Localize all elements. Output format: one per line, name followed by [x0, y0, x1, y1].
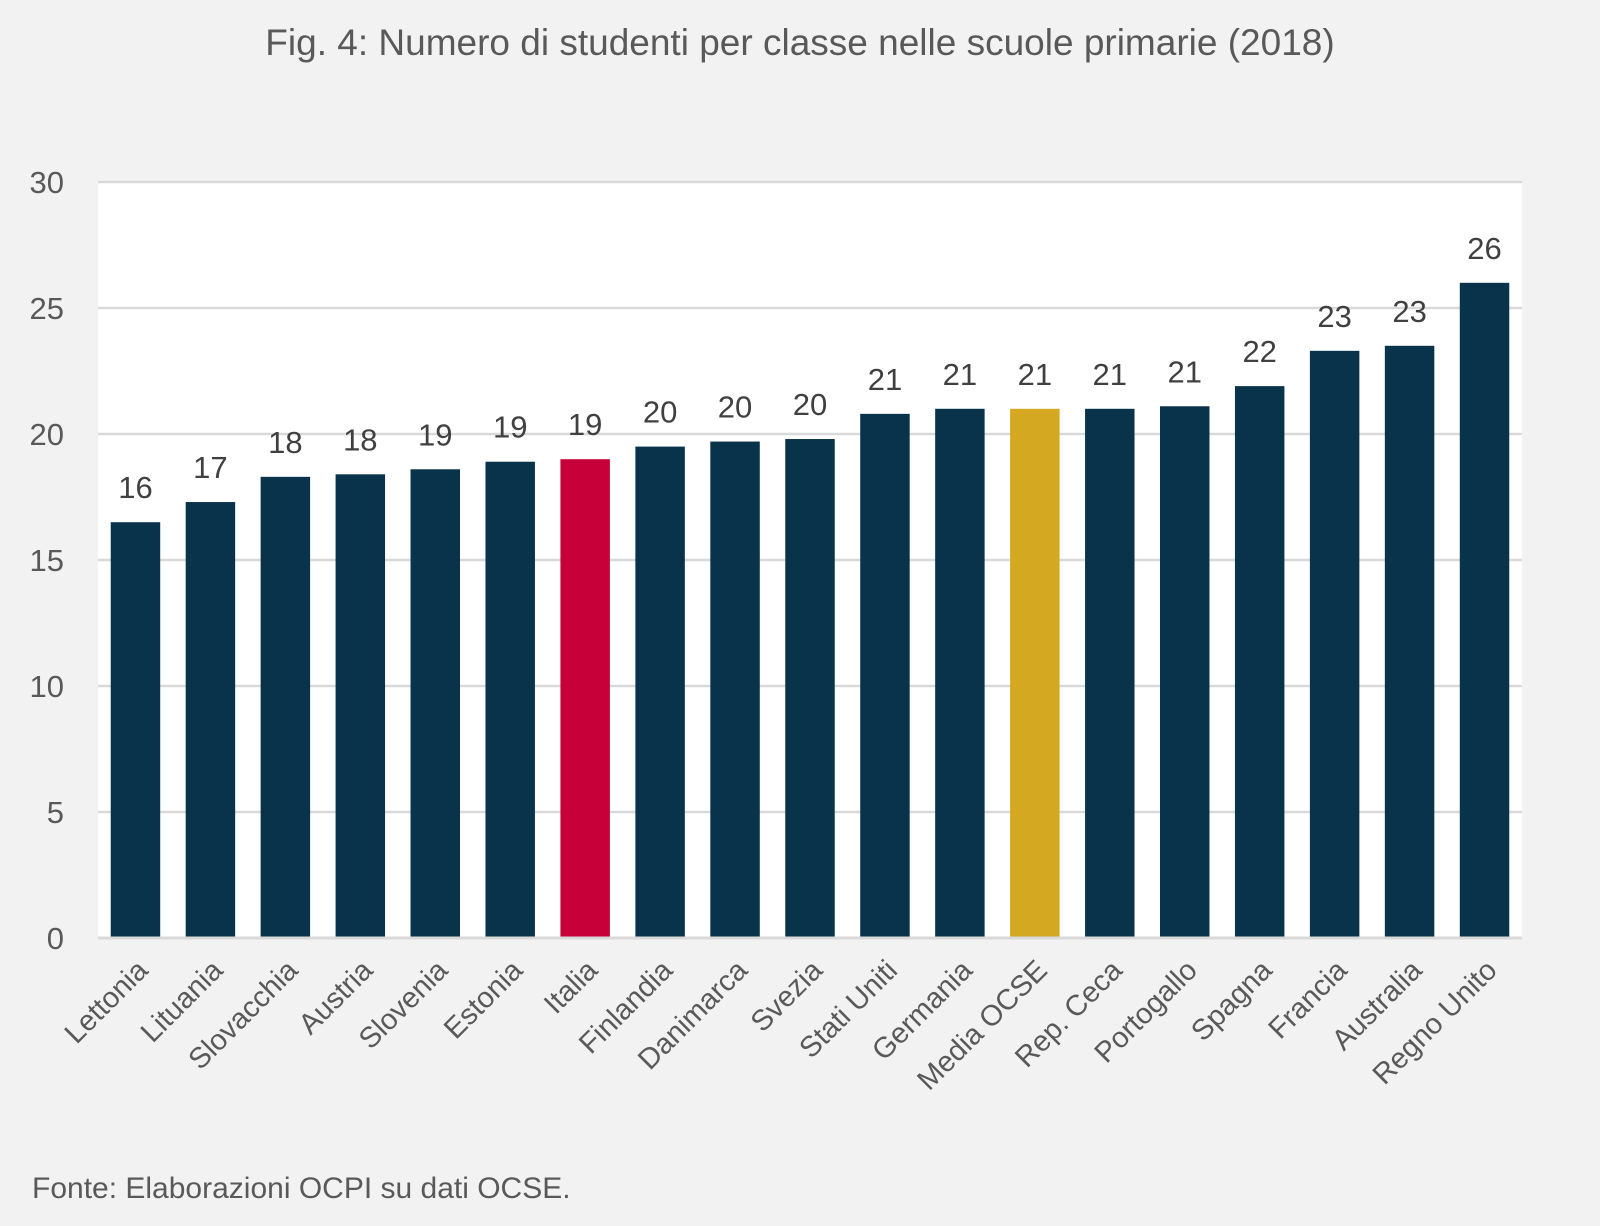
data-label: 20 — [718, 390, 752, 425]
y-tick-label: 20 — [30, 417, 64, 452]
bar-rep-ceca — [1085, 408, 1135, 938]
data-label: 18 — [343, 422, 377, 457]
data-label: 23 — [1317, 299, 1351, 334]
x-tick-label: Estonia — [438, 954, 530, 1046]
bar-slovacchia — [260, 476, 311, 938]
y-tick-label: 25 — [30, 291, 64, 326]
y-tick-label: 15 — [30, 543, 64, 578]
data-label: 20 — [793, 387, 827, 422]
bar-francia — [1309, 350, 1360, 939]
data-label: 22 — [1242, 334, 1276, 369]
data-label: 21 — [1093, 357, 1127, 392]
data-label: 16 — [118, 470, 152, 505]
data-label: 19 — [568, 407, 602, 442]
source-note: Fonte: Elaborazioni OCPI su dati OCSE. — [32, 1172, 571, 1205]
data-label: 20 — [643, 395, 677, 430]
bar-estonia — [485, 461, 535, 938]
bar-portogallo — [1160, 406, 1210, 938]
y-tick-label: 0 — [47, 921, 64, 956]
x-tick-label: Lettonia — [59, 954, 155, 1050]
bar-danimarca — [710, 441, 760, 938]
data-label: 21 — [1167, 354, 1201, 389]
data-label: 26 — [1467, 231, 1501, 266]
data-label: 21 — [868, 362, 902, 397]
bar-australia — [1384, 345, 1435, 938]
chart-title: Fig. 4: Numero di studenti per classe ne… — [265, 22, 1335, 63]
bar-lituania — [185, 502, 236, 938]
bar-slovenia — [410, 469, 460, 938]
data-label: 21 — [1018, 357, 1052, 392]
bar-stati-uniti — [860, 413, 910, 939]
y-tick-label: 10 — [30, 669, 64, 704]
y-tick-label: 5 — [47, 795, 64, 830]
data-label: 18 — [268, 425, 302, 460]
data-label: 21 — [943, 357, 977, 392]
y-tick-label: 30 — [30, 165, 64, 200]
bar-regno-unito — [1459, 282, 1510, 938]
bar-media-ocse — [1010, 408, 1060, 938]
data-label: 17 — [193, 450, 227, 485]
data-label: 19 — [493, 410, 527, 445]
bar-svezia — [785, 439, 835, 938]
bar-lettonia — [110, 522, 161, 938]
x-tick-label: Italia — [538, 954, 605, 1021]
bar-germania — [935, 408, 985, 938]
bar-spagna — [1234, 386, 1285, 938]
x-tick-label: Spagna — [1185, 954, 1279, 1048]
data-label: 23 — [1392, 294, 1426, 329]
x-tick-label: Media OCSE — [911, 954, 1053, 1096]
data-label: 19 — [418, 417, 452, 452]
bar-austria — [335, 474, 386, 938]
bar-finlandia — [635, 446, 685, 938]
bar-italia — [560, 459, 610, 938]
